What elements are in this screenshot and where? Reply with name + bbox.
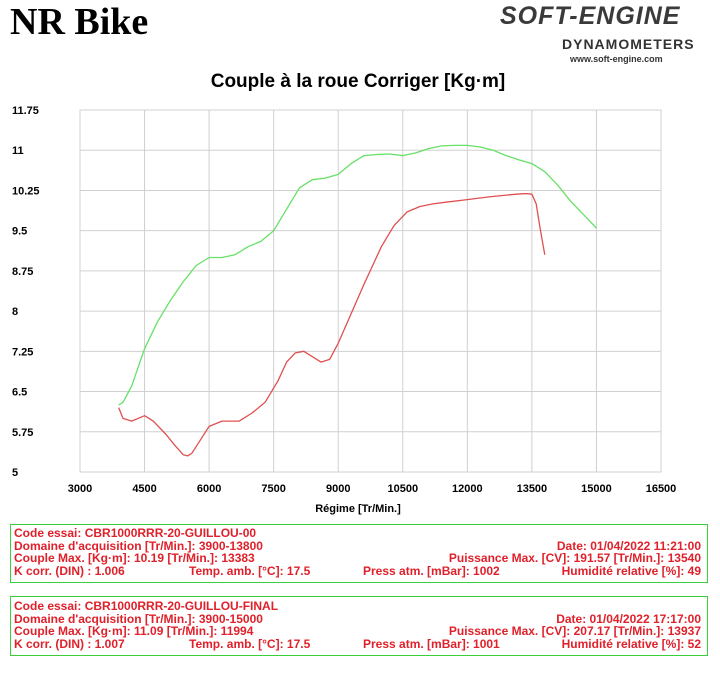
y-tick-label: 8 [12, 306, 18, 318]
y-tick-label: 6.5 [12, 387, 27, 399]
info-row: Code essai: CBR1000RRR-20-GUILLOU-FINAL [11, 600, 707, 613]
x-tick-label: 16500 [646, 483, 677, 495]
torque-chart: Couple à la roue Corriger [Kg·m] 3000 450… [12, 71, 677, 515]
info-row: Couple Max. [Kg·m]: 10.19 [Tr/Min.]: 133… [11, 552, 707, 565]
run-date: Date: 01/04/2022 17:17:00 [556, 611, 701, 626]
y-tick-label: 11.75 [12, 105, 39, 117]
x-tick-label: 12000 [452, 483, 483, 495]
run-temp: Temp. amb. [°C]: 17.5 [189, 636, 311, 651]
x-tick-label: 4500 [132, 483, 156, 495]
y-tick-label: 10.25 [12, 185, 40, 197]
x-tick-label: 3000 [68, 483, 92, 495]
run-puissance-max: Puissance Max. [CV]: 191.57 [Tr/Min.]: 1… [448, 551, 701, 565]
plot-area [79, 109, 662, 473]
soft-engine-logo: SOFT-ENGINE DYNAMOMETERS www.soft-engine… [500, 2, 715, 66]
info-row: Domaine d'acquisition [Tr/Min.]: 3900-13… [11, 538, 707, 553]
series-line-1 [118, 193, 546, 457]
run-temp: Temp. amb. [°C]: 17.5 [189, 563, 311, 578]
info-row: Domaine d'acquisition [Tr/Min.]: 3900-15… [11, 611, 707, 626]
info-row: Couple Max. [Kg·m]: 11.09 [Tr/Min.]: 119… [11, 625, 707, 638]
y-tick-label: 9.5 [12, 226, 27, 238]
run-info-box-1: Code essai: CBR1000RRR-20-GUILLOU-00 Dom… [10, 524, 708, 583]
run-code: Code essai: CBR1000RRR-20-GUILLOU-00 [14, 526, 257, 540]
run-press: Press atm. [mBar]: 1001 [363, 636, 500, 651]
x-tick-label: 7500 [261, 483, 285, 495]
run-press: Press atm. [mBar]: 1002 [363, 563, 500, 578]
run-couple-max: Couple Max. [Kg·m]: 11.09 [Tr/Min.]: 119… [14, 624, 254, 638]
chart-series [118, 144, 597, 457]
run-kcorr: K corr. (DIN) : 1.007 [14, 636, 125, 651]
run-info-box-2: Code essai: CBR1000RRR-20-GUILLOU-FINAL … [10, 596, 708, 656]
run-couple-max: Couple Max. [Kg·m]: 10.19 [Tr/Min.]: 133… [14, 551, 255, 565]
info-row: Code essai: CBR1000RRR-20-GUILLOU-00 [11, 527, 707, 540]
chart-grid [79, 109, 662, 473]
info-row: K corr. (DIN) : 1.007 Temp. amb. [°C]: 1… [11, 636, 707, 651]
x-tick-label: 15000 [581, 483, 612, 495]
run-kcorr: K corr. (DIN) : 1.006 [14, 563, 125, 578]
x-tick-label: 10500 [387, 483, 418, 495]
run-puissance-max: Puissance Max. [CV]: 207.17 [Tr/Min.]: 1… [448, 624, 701, 638]
y-tick-label: 7.25 [12, 346, 33, 358]
y-tick-label: 8.75 [12, 266, 33, 278]
run-code: Code essai: CBR1000RRR-20-GUILLOU-FINAL [14, 599, 279, 613]
run-date: Date: 01/04/2022 11:21:00 [556, 538, 701, 553]
logo-sub-text: DYNAMOMETERS [562, 36, 695, 52]
series-line-2 [118, 144, 597, 406]
logo-main-text: SOFT-ENGINE [500, 2, 681, 30]
x-tick-label: 13500 [517, 483, 548, 495]
chart-title: Couple à la roue Corriger [Kg·m] [211, 71, 506, 92]
run-domain: Domaine d'acquisition [Tr/Min.]: 3900-15… [14, 611, 263, 626]
y-tick-labels: 5 5.75 6.5 7.25 8 8.75 9.5 10.25 11 11.75 [12, 105, 40, 479]
y-tick-label: 11 [12, 145, 24, 157]
run-domain: Domaine d'acquisition [Tr/Min.]: 3900-13… [14, 538, 263, 553]
x-tick-labels: 3000 4500 6000 7500 9000 10500 12000 13500 15000… [68, 483, 677, 495]
page-title: NR Bike [10, 1, 149, 43]
x-axis-label: Régime [Tr/Min.] [315, 503, 401, 515]
x-tick-label: 9000 [326, 483, 350, 495]
x-tick-label: 6000 [197, 483, 221, 495]
y-tick-label: 5.75 [12, 427, 33, 439]
logo-url-text: www.soft-engine.com [570, 54, 663, 64]
info-row: K corr. (DIN) : 1.006 Temp. amb. [°C]: 1… [11, 563, 707, 578]
run-humidity: Humidité relative [%]: 52 [561, 636, 701, 651]
run-humidity: Humidité relative [%]: 49 [561, 563, 701, 578]
y-tick-label: 5 [12, 467, 18, 479]
